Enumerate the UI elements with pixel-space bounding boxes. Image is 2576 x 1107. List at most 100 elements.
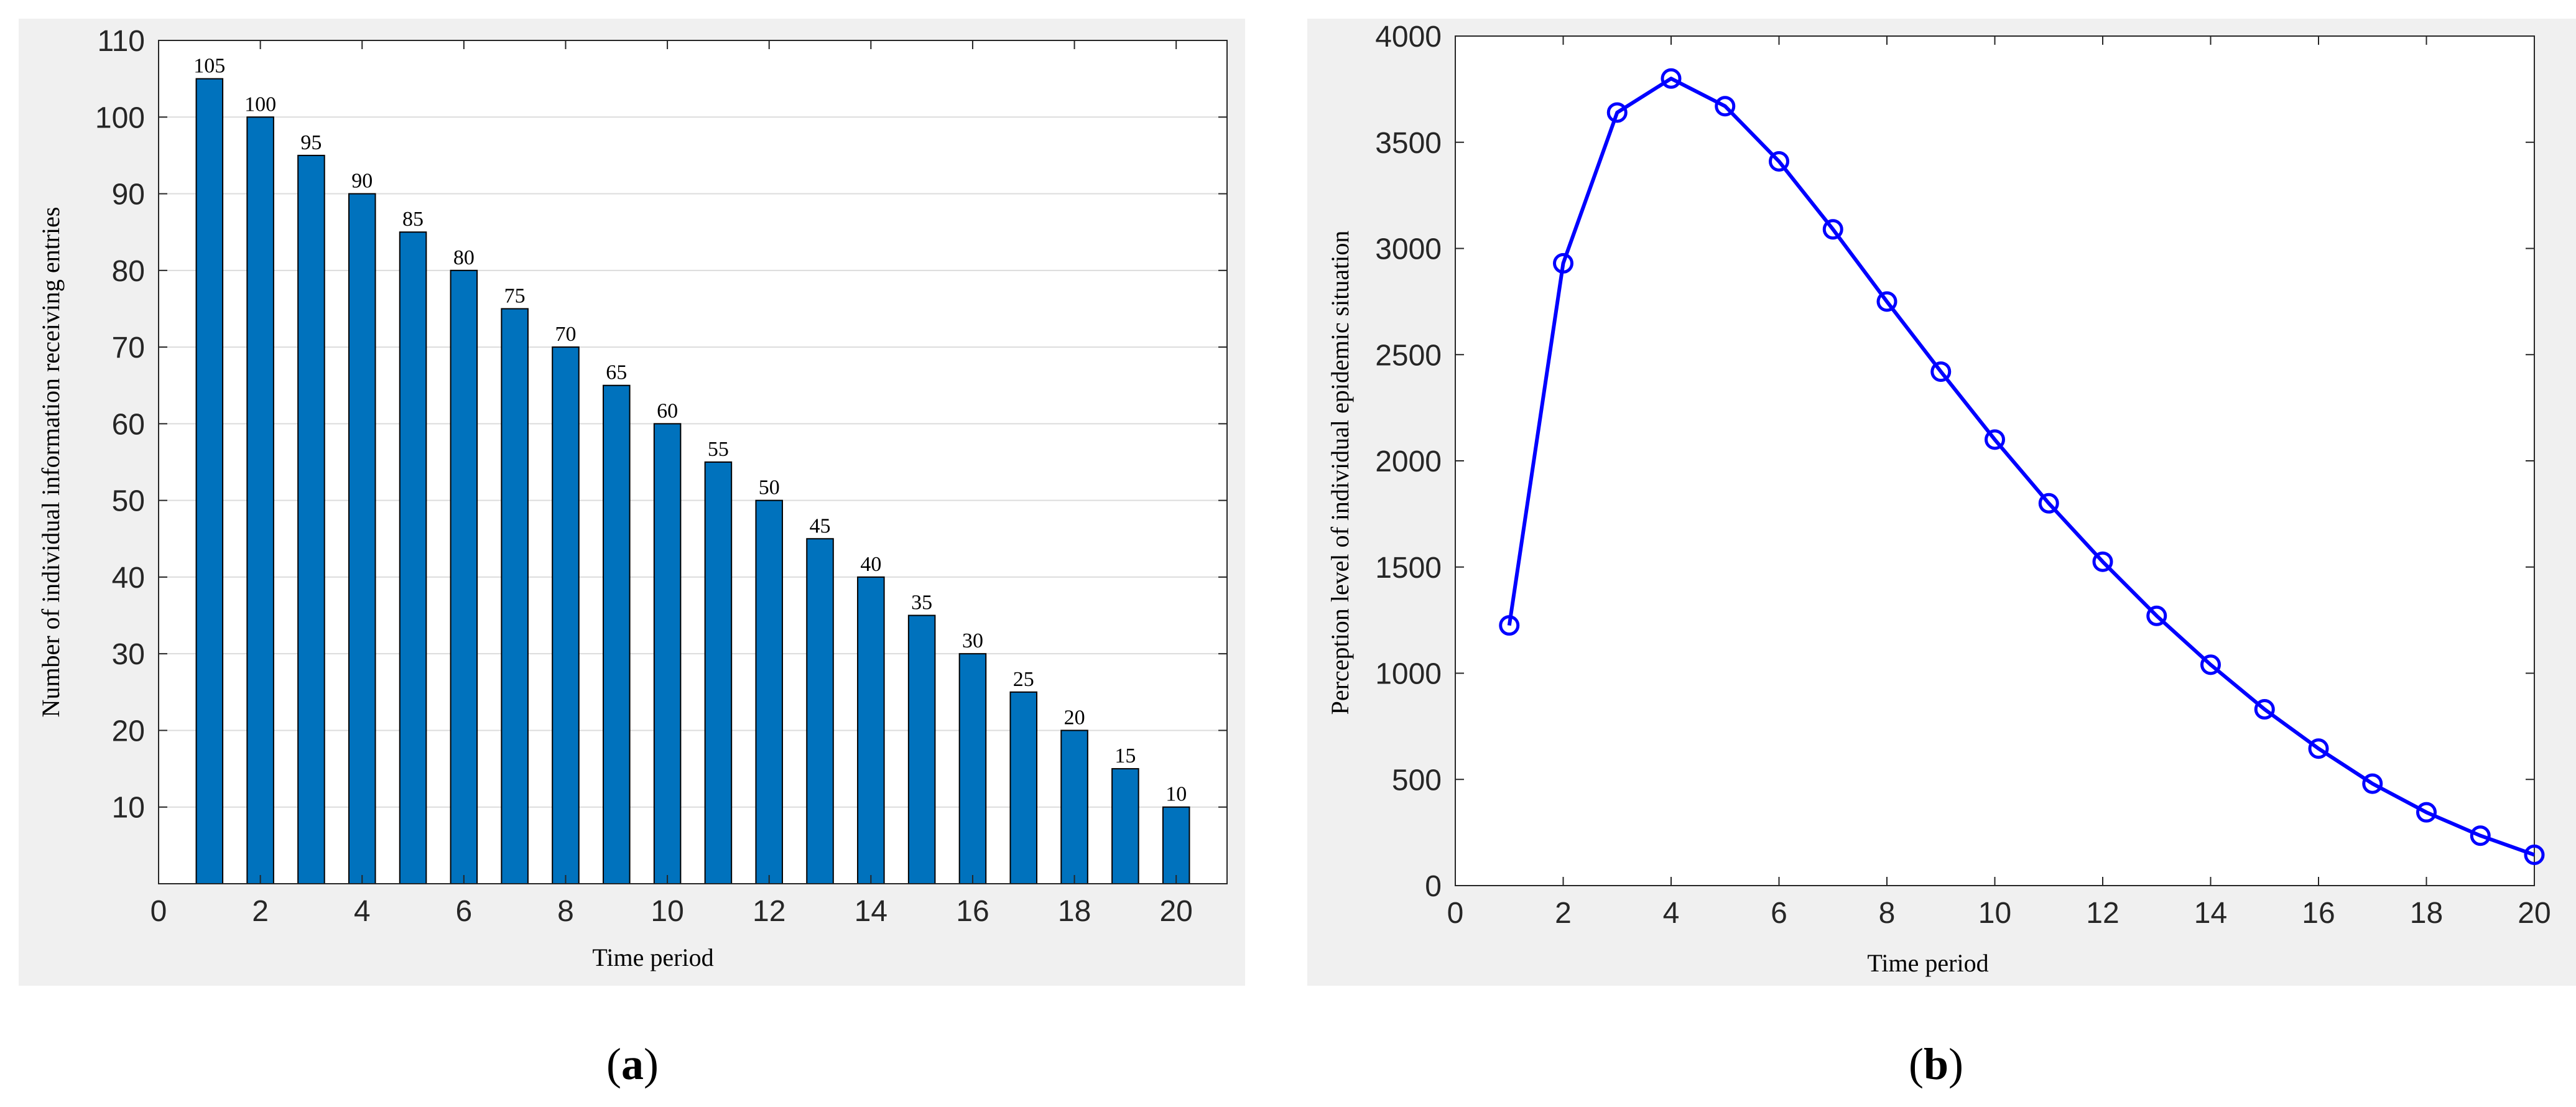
bar-value-label: 15 — [1114, 744, 1136, 767]
line-chart-y-tick-label: 3500 — [1375, 127, 1442, 160]
line-point-marker — [2416, 802, 2437, 823]
line-point-marker — [1606, 102, 1628, 123]
bar-value-label: 70 — [555, 323, 576, 346]
bar-value-label: 45 — [810, 514, 831, 537]
line-chart-x-tick-label: 14 — [2194, 897, 2227, 930]
bar-chart-bars — [195, 78, 1190, 885]
bar-chart-y-tick-label: 70 — [112, 331, 145, 364]
bar-chart-x-tick-label: 18 — [1058, 895, 1091, 928]
line-chart-y-tick-label: 2000 — [1375, 445, 1442, 478]
line-chart-y-tick-label: 1500 — [1375, 552, 1442, 585]
line-chart-x-tick-label: 0 — [1447, 897, 1464, 930]
line-chart-x-tick-label: 20 — [2518, 897, 2551, 930]
bar-chart-x-tick-label: 16 — [956, 895, 989, 928]
bar-value-label: 105 — [193, 55, 225, 78]
line-point-marker — [2038, 493, 2059, 514]
bar-value-label: 30 — [962, 629, 983, 652]
bar-value-label: 90 — [351, 170, 373, 193]
bar — [450, 269, 478, 884]
bar-chart-y-tick-label: 80 — [112, 255, 145, 288]
bar-chart-x-tick-label: 14 — [855, 895, 887, 928]
line-point-marker — [2470, 825, 2491, 846]
bar-chart-y-tick-label: 60 — [112, 408, 145, 441]
line-chart-x-tick-label: 2 — [1555, 897, 1572, 930]
bar — [552, 346, 580, 884]
bar-chart-y-tick-labels: 10 20 30 40 50 60 70 80 90 100 110 — [95, 25, 145, 825]
bar-value-label: 10 — [1165, 783, 1187, 806]
bar — [501, 308, 529, 885]
bar — [1111, 768, 1139, 885]
line-chart-caption-letter: b — [1924, 1039, 1948, 1089]
bar-chart-y-tick-label: 20 — [112, 715, 145, 748]
line-point-marker — [2308, 738, 2329, 759]
line-point-marker — [1715, 96, 1736, 117]
line-chart-x-tick-label: 8 — [1879, 897, 1896, 930]
bar-chart-data-labels: 105 100 95 90 85 80 75 70 65 60 55 50 45 40 35 30 25 20 15… — [193, 55, 1187, 806]
line-chart-x-tick-label: 18 — [2410, 897, 2443, 930]
bar — [246, 116, 274, 885]
line-chart-y-tick-labels: 0 500 1000 1500 2000 2500 3000 3500 4000 — [1375, 21, 1442, 903]
bar-chart-y-tick-label: 40 — [112, 562, 145, 595]
bar-chart-axes-box — [158, 40, 1228, 884]
line-chart-axes — [1455, 35, 2535, 886]
line-chart-y-tick-label: 1000 — [1375, 658, 1442, 691]
bar-value-label: 60 — [657, 399, 678, 422]
bar — [603, 384, 631, 884]
line-chart-y-axis-title: Perception level of individual epidemic … — [1326, 231, 1354, 715]
bar-chart-x-tick-label: 20 — [1159, 895, 1192, 928]
line-chart-y-tick-label: 0 — [1425, 870, 1442, 903]
line-chart-x-axis-title: Time period — [1867, 949, 1988, 977]
bar — [857, 576, 885, 885]
bar — [1060, 730, 1088, 885]
bar-value-label: 95 — [300, 131, 322, 154]
bar-chart-caption-letter: a — [621, 1039, 644, 1089]
bar-chart-y-tick-label: 30 — [112, 638, 145, 671]
bar-chart-x-axis-title: Time period — [592, 943, 713, 971]
bar-chart-x-tick-labels: 0 2 4 6 8 10 12 14 16 18 20 — [151, 895, 1193, 928]
bar-value-label: 75 — [504, 284, 526, 307]
line-chart-caption: (b) — [1909, 1039, 1963, 1089]
line-chart-x-tick-label: 4 — [1663, 897, 1680, 930]
bar-chart-x-tick-label: 4 — [354, 895, 371, 928]
bar-chart-y-tick-label: 90 — [112, 178, 145, 211]
line-chart-y-tick-label: 4000 — [1375, 21, 1442, 53]
line-point-marker — [1985, 429, 2005, 450]
bar-chart-x-tick-label: 6 — [456, 895, 473, 928]
bar-chart-x-tick-label: 2 — [252, 895, 269, 928]
bar-chart-x-tick-label: 0 — [151, 895, 167, 928]
line-point-marker — [2362, 773, 2383, 794]
line-chart-y-tick-label: 2500 — [1375, 339, 1442, 372]
bar-value-label: 85 — [402, 208, 424, 231]
bar — [1162, 806, 1190, 885]
bar-chart-y-tick-label: 100 — [95, 101, 145, 134]
bar — [297, 154, 325, 885]
bar-chart-y-tick-label: 50 — [112, 485, 145, 518]
bar-chart-y-tick-label: 10 — [112, 792, 145, 825]
bar — [399, 231, 427, 885]
line-point-marker — [2524, 844, 2545, 865]
bar — [195, 78, 224, 885]
bar — [653, 423, 682, 884]
bar-chart-caption: (a) — [606, 1039, 659, 1089]
line-point-marker — [1661, 68, 1682, 89]
line-point-marker — [1822, 219, 1843, 240]
bar — [907, 614, 936, 885]
bar — [958, 653, 987, 884]
bar-value-label: 50 — [759, 476, 780, 499]
line-chart-y-tick-label: 500 — [1392, 764, 1442, 797]
line-chart-x-tick-label: 6 — [1771, 897, 1787, 930]
line-chart-panel: 0 2 4 6 8 10 12 14 16 18 20 0 500 1000 1500 2000 2500 30… — [1307, 19, 2576, 1089]
bar — [755, 499, 783, 884]
bar-chart-x-tick-label: 12 — [753, 895, 785, 928]
bar-chart-y-tick-label: 110 — [97, 25, 145, 58]
bar-value-label: 40 — [860, 553, 881, 576]
bar — [348, 193, 376, 885]
bar-value-label: 80 — [453, 246, 475, 269]
line-chart-x-tick-label: 10 — [1978, 897, 2011, 930]
bar — [704, 461, 733, 884]
line-chart-y-tick-label: 3000 — [1375, 233, 1442, 266]
bar-chart-plot-area — [159, 40, 1227, 884]
bar-chart-x-tick-label: 8 — [557, 895, 574, 928]
line-point-marker — [1553, 252, 1573, 274]
